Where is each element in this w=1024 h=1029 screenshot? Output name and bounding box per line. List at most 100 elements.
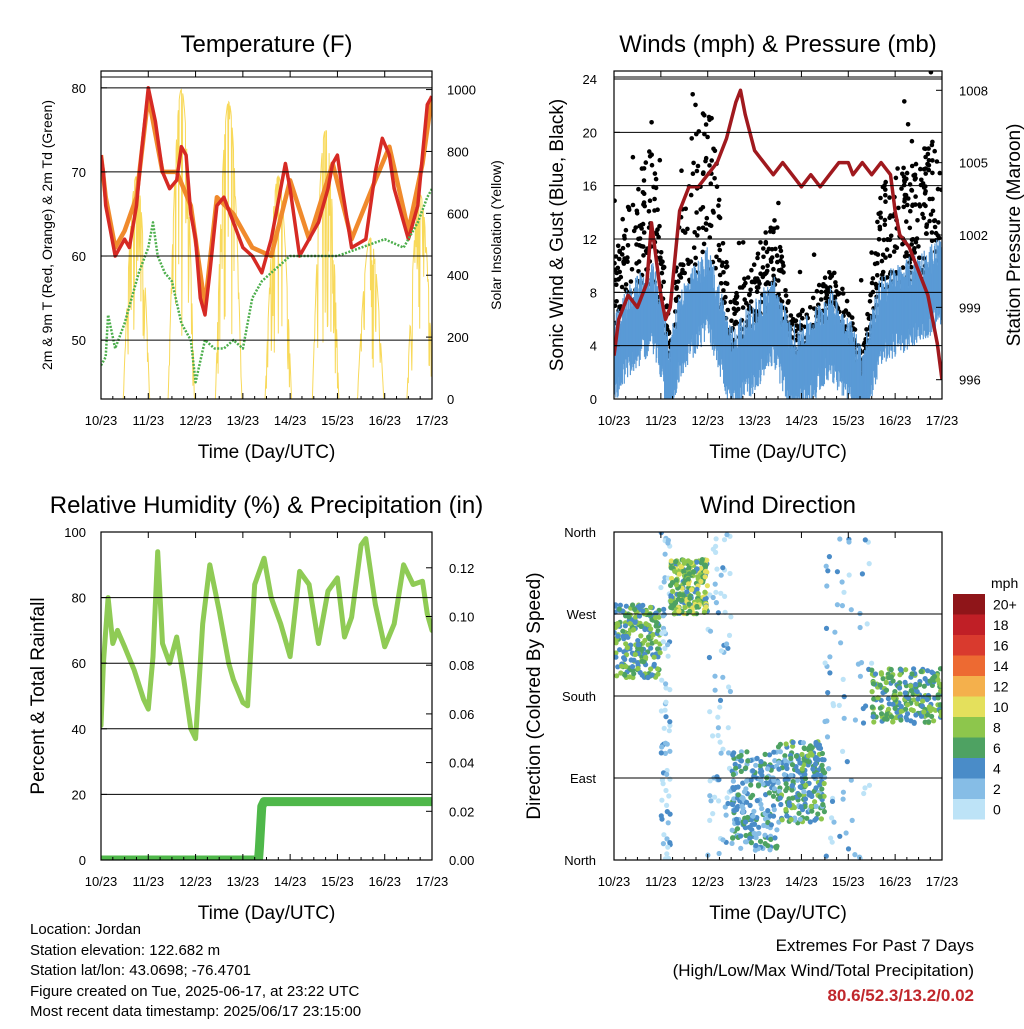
direction-point <box>790 778 796 785</box>
pressure-line <box>614 88 942 380</box>
direction-point <box>898 708 904 714</box>
direction-point <box>897 685 903 691</box>
gust-point <box>892 244 898 249</box>
gust-point <box>653 176 659 182</box>
direction-point <box>771 749 777 755</box>
direction-point <box>623 603 629 609</box>
direction-point <box>732 761 738 768</box>
direction-point <box>673 582 680 588</box>
gust-point <box>685 257 690 263</box>
gust-point <box>623 227 629 233</box>
gust-point <box>658 250 664 255</box>
direction-point <box>935 695 941 701</box>
gust-point <box>686 261 691 267</box>
y-tick-label: 4 <box>590 339 597 354</box>
gust-point <box>913 194 918 199</box>
direction-point <box>715 714 721 720</box>
gust-point <box>721 270 726 275</box>
x-tick-label: 10/23 <box>598 413 631 428</box>
y2-tick-label: 1002 <box>959 228 988 243</box>
gust-point <box>913 240 919 245</box>
y2-tick-label: 0.02 <box>449 804 474 819</box>
gust-point <box>774 253 780 258</box>
legend-swatch <box>953 758 985 779</box>
x-tick-label: 17/23 <box>416 413 449 428</box>
direction-point <box>913 712 919 718</box>
direction-point <box>832 629 838 635</box>
gust-point <box>634 261 639 266</box>
direction-point <box>771 786 778 792</box>
direction-point <box>888 666 894 673</box>
gust-point <box>763 230 768 235</box>
direction-point <box>797 816 803 822</box>
direction-point <box>824 734 831 740</box>
direction-point <box>707 709 713 715</box>
y2-tick-label: 800 <box>447 144 469 159</box>
y-axis-label: 2m & 9m T (Red, Orange) & 2m Td (Green) <box>39 100 55 370</box>
gust-point <box>800 316 805 321</box>
gust-point <box>921 167 927 172</box>
gust-point <box>653 185 659 191</box>
gust-point <box>763 239 769 245</box>
direction-point <box>730 801 736 808</box>
direction-point <box>861 790 867 797</box>
gust-point <box>879 258 885 264</box>
direction-point <box>663 681 669 687</box>
direction-point <box>840 796 846 802</box>
direction-point <box>772 835 778 841</box>
direction-point <box>837 536 843 542</box>
direction-point <box>747 802 753 809</box>
gust-point <box>721 288 726 293</box>
direction-point <box>823 563 829 569</box>
gust-point <box>641 200 647 205</box>
gust-point <box>930 170 935 176</box>
direction-point <box>735 820 741 826</box>
direction-point <box>757 776 763 782</box>
direction-point <box>760 781 766 787</box>
direction-point <box>918 668 924 675</box>
legend-label: 6 <box>993 740 1001 756</box>
gust-point <box>724 259 729 265</box>
direction-point <box>812 761 819 767</box>
gust-point <box>923 203 928 209</box>
direction-point <box>713 600 720 606</box>
direction-point <box>841 715 847 721</box>
y2-tick-label: 0.04 <box>449 756 474 771</box>
direction-point <box>925 668 931 674</box>
direction-point <box>767 847 773 853</box>
direction-point <box>778 801 784 808</box>
gust-point <box>912 172 918 178</box>
y-tick-label: 100 <box>64 525 86 540</box>
gust-point <box>760 265 766 270</box>
gust-point <box>742 297 747 302</box>
gust-point <box>913 161 919 167</box>
direction-point <box>799 766 805 772</box>
extremes-title: Extremes For Past 7 Days <box>775 936 974 955</box>
direction-point <box>687 595 693 601</box>
direction-point <box>686 601 692 607</box>
direction-point <box>645 674 651 681</box>
direction-point <box>653 610 659 616</box>
gust-point <box>905 202 910 208</box>
y-axis-label: Percent & Total Rainfall <box>28 597 49 794</box>
gust-point <box>649 120 654 125</box>
gust-point <box>708 181 714 186</box>
direction-point <box>662 707 668 713</box>
gust-point <box>641 253 646 258</box>
direction-point <box>739 803 745 809</box>
direction-point <box>766 790 773 796</box>
direction-point <box>728 614 734 620</box>
gust-point <box>846 311 851 317</box>
direction-point <box>661 832 667 838</box>
x-tick-label: 13/23 <box>227 874 260 889</box>
gust-point <box>732 321 738 327</box>
x-tick-label: 12/23 <box>691 874 724 889</box>
direction-point <box>770 793 777 799</box>
gust-point <box>818 297 824 302</box>
x-tick-label: 16/23 <box>879 874 912 889</box>
gust-point <box>923 171 928 176</box>
direction-point <box>813 803 819 810</box>
direction-point <box>771 807 777 813</box>
humidity-precip-panel: Relative Humidity (%) & Precipitation (i… <box>28 492 483 924</box>
direction-point <box>819 750 826 757</box>
